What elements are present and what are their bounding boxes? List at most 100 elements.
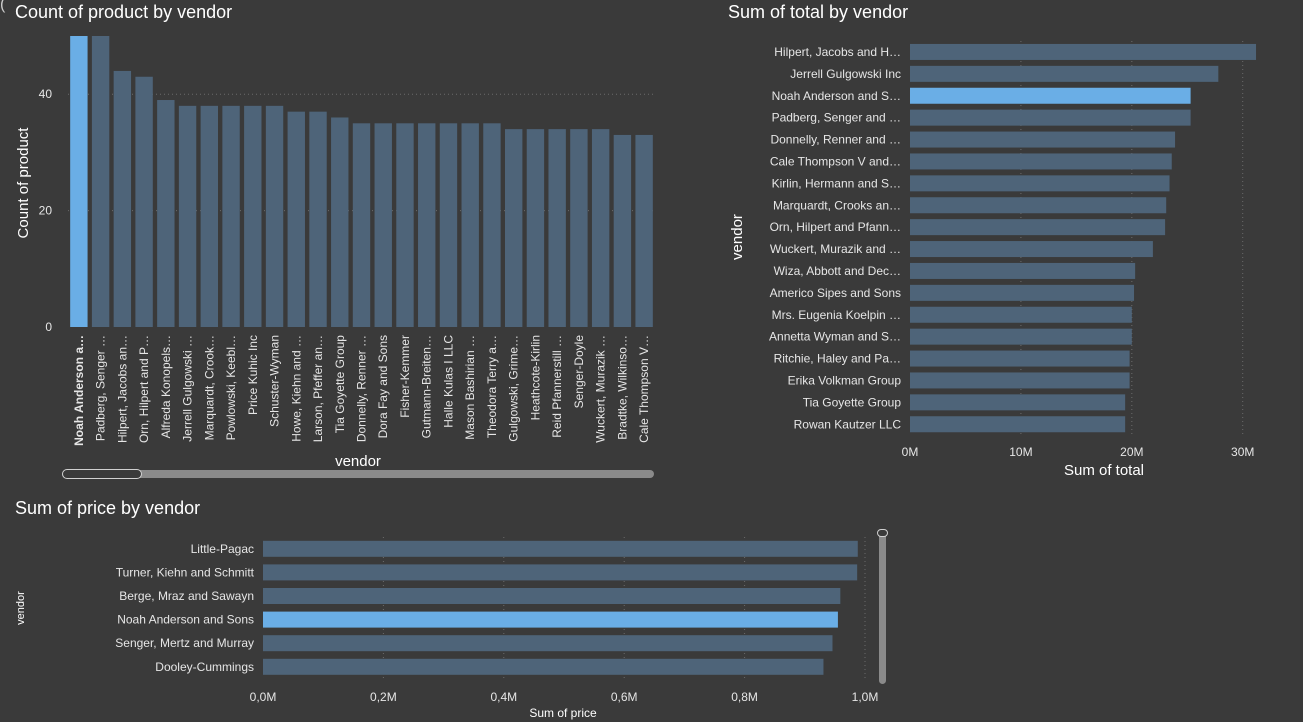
bar [396,123,414,327]
vertical-scrollbar[interactable] [879,530,886,684]
bar [910,109,1191,126]
x-category-label: Senger-Doyle [572,335,586,409]
y-category-label: Hilpert, Jacobs and H… [774,45,901,59]
bar [331,117,349,327]
count-by-vendor-visual[interactable]: Count of product by vendor 0 20 40 Noah An… [0,0,670,490]
x-axis-title: Sum of total [1064,462,1144,479]
y-axis-title: vendor [15,591,27,625]
vertical-scrollbar-thumb[interactable] [877,529,888,537]
x-axis-title: vendor [335,453,381,470]
x-tick-label: 0,4M [490,690,517,704]
price-by-vendor-visual[interactable]: Sum of price by vendor Little-Pagac Turne… [0,492,900,722]
x-category-label: Reid Pfannerstill … [550,335,564,438]
x-category-label: Alfreda Konopels… [159,335,173,438]
bar [910,219,1166,236]
bar [287,111,305,327]
bar [483,123,501,327]
y-category-label: Senger, Mertz and Murray [115,636,254,650]
y-category-label: Erika Volkman Group [788,373,902,387]
x-category-label: Fisher-Kemmer [398,335,412,418]
bar [157,100,175,328]
bar [613,134,632,327]
bar [178,105,197,327]
scrollbar-thumb[interactable] [62,469,142,479]
bar [591,129,610,327]
x-category-label: Bradtke, Wilkinso… [615,335,629,440]
x-category-label: Noah Anderson a… [72,335,86,446]
x-category-label: Gulgowski, Grime… [507,335,521,442]
horizontal-scrollbar[interactable] [62,470,654,478]
y-category-label: Jerrell Gulgowski Inc [790,67,901,81]
bar [910,394,1126,411]
y-category-label: Tia Goyette Group [803,395,902,409]
y-axis-title: vendor [729,214,746,260]
bar [910,87,1191,104]
y-category-label: Berge, Mraz and Sawayn [119,589,254,603]
bar [504,129,523,327]
x-category-label: Tia Goyette Group [333,335,347,434]
chart-title: Sum of total by vendor [728,2,909,22]
bar [265,105,284,327]
y-category-label: Kirlin, Hermann and S… [772,176,901,190]
x-tick-label: 0,6M [611,690,638,704]
bar [309,111,327,327]
bar [910,175,1170,192]
bar [570,129,588,327]
x-category-label: Theodora Terry a… [485,335,499,438]
x-category-label: Donnelly, Renner … [355,335,369,442]
y-category-label: Wiza, Abbott and Dec… [774,264,901,278]
y-tick-label: 0 [45,320,52,334]
bar [91,36,110,327]
y-category-label: Noah Anderson and S… [772,89,901,103]
x-axis-title: Sum of price [529,706,597,720]
bar [263,588,841,604]
corner-bracket-icon: ( [0,0,6,13]
bar [244,105,262,327]
bar [263,635,833,652]
bar [910,416,1126,433]
x-category-label: Larson, Pfeffer an… [311,335,325,442]
price-chart-svg: Little-Pagac Turner, Kiehn and Schmitt Ber… [15,537,878,720]
chart-title: Sum of price by vendor [15,498,201,518]
count-chart-svg: 0 20 40 Noah Anderson a… Padberg, Senger … H… [15,36,655,470]
y-category-label: Dooley-Cummings [155,660,254,674]
x-category-label: Schuster-Wyman [268,335,282,427]
y-category-label: Noah Anderson and Sons [117,613,254,627]
bar [113,70,132,328]
x-category-label: Wuckert, Murazik … [594,335,608,443]
x-category-label: Cale Thompson V… [637,335,651,443]
x-category-label: Price Kuhic Inc [246,335,260,415]
y-category-label: Padberg, Senger and … [772,111,901,125]
x-category-label: Howe, Kiehn and … [289,335,303,442]
x-category-label: Halle Kulas I LLC [441,335,455,428]
total-by-vendor-visual[interactable]: Sum of total by vendor Hilpert, Jacobs a… [700,0,1303,490]
bar [910,65,1219,82]
bar [418,123,436,327]
bar [374,123,392,327]
x-category-label: Padberg, Senger … [94,335,108,441]
bar [910,372,1130,389]
bar [910,328,1132,345]
x-tick-label: 10M [1009,445,1032,459]
x-tick-label: 20M [1120,445,1143,459]
x-category-label: Mason Bashirian … [463,335,477,440]
y-category-label: Ritchie, Haley and Pa… [774,352,901,366]
bar [263,540,858,557]
bar [263,658,824,675]
bar [910,350,1130,367]
x-category-label: Powlowski, Keebl… [224,335,238,440]
y-tick-label: 40 [39,87,53,101]
x-tick-label: 30M [1231,445,1254,459]
y-category-label: Cale Thompson V and… [770,154,901,168]
bar [910,284,1135,301]
x-category-label: Heathcote-Kirlin [528,335,542,420]
x-category-label: Marquardt, Crook… [202,335,216,440]
x-category-label: Gutmann-Breiten… [420,335,434,438]
bar [135,76,153,328]
x-tick-label: 0,8M [731,690,758,704]
bar [548,129,566,327]
y-category-label: Orn, Hilpert and Pfann… [770,220,901,234]
x-category-label: Orn, Hilpert and P… [137,335,151,443]
x-tick-label: 0,0M [250,690,277,704]
x-tick-label: 0,2M [370,690,397,704]
